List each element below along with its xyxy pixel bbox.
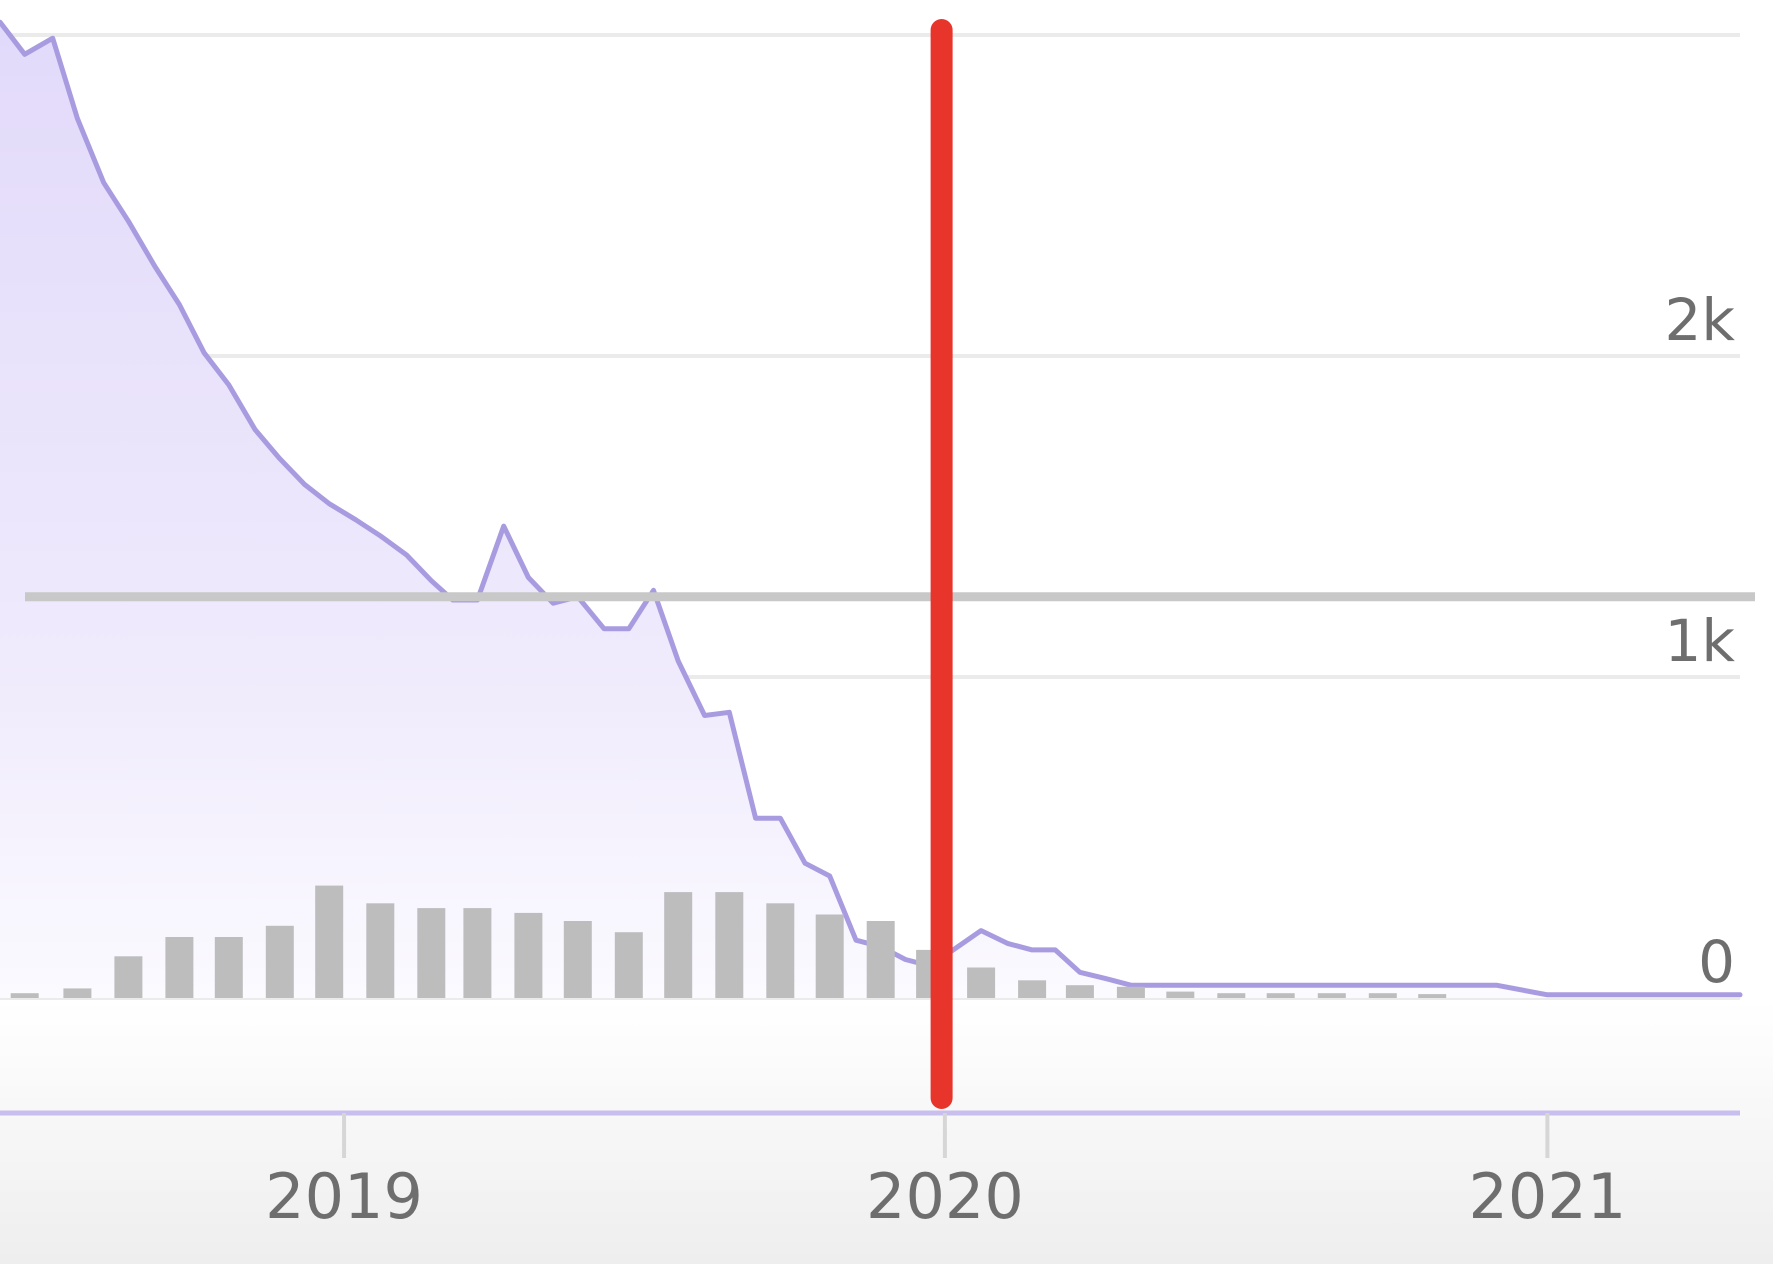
bar-11 [563, 921, 592, 998]
annotations [25, 19, 1755, 1109]
bar-20 [1018, 980, 1047, 998]
bar-14 [715, 892, 744, 998]
bar-series [10, 885, 1447, 998]
bar-12 [614, 932, 643, 998]
area-series [0, 19, 1743, 998]
y-tick-label-0: 0 [1698, 928, 1735, 996]
area-line [0, 19, 1743, 998]
x-tick-label-2020: 2020 [866, 1160, 1024, 1233]
bar-25 [1266, 993, 1295, 998]
bar-17 [866, 921, 895, 998]
bar-0 [10, 993, 39, 998]
x-tick-label-2021: 2021 [1468, 1160, 1626, 1233]
bar-13 [664, 892, 693, 998]
bar-10 [514, 912, 543, 998]
bar-24 [1217, 993, 1246, 998]
bar-19 [967, 967, 996, 998]
bar-8 [417, 908, 446, 998]
bar-28 [1418, 994, 1447, 998]
x-tick-label-2019: 2019 [265, 1160, 423, 1233]
area-fill [0, 22, 1740, 998]
bar-26 [1317, 993, 1346, 998]
bar-9 [463, 908, 492, 998]
bar-16 [815, 914, 844, 998]
bar-2 [114, 956, 143, 998]
y-tick-label-1000: 1k [1665, 607, 1736, 675]
bar-4 [214, 937, 243, 998]
bar-15 [766, 903, 795, 998]
bar-3 [165, 937, 194, 998]
bar-6 [315, 885, 344, 998]
bottom-band [0, 1000, 1773, 1264]
bar-22 [1116, 986, 1145, 998]
bar-27 [1368, 993, 1397, 998]
bar-21 [1065, 985, 1094, 998]
bar-7 [366, 903, 395, 998]
x-axis [0, 1110, 1740, 1158]
bar-1 [63, 988, 92, 998]
tick-labels: 2019 2020 2021 0 1k 2k [265, 286, 1735, 1233]
y-tick-label-2000: 2k [1665, 286, 1736, 354]
bar-5 [265, 925, 294, 998]
bar-23 [1166, 991, 1195, 998]
